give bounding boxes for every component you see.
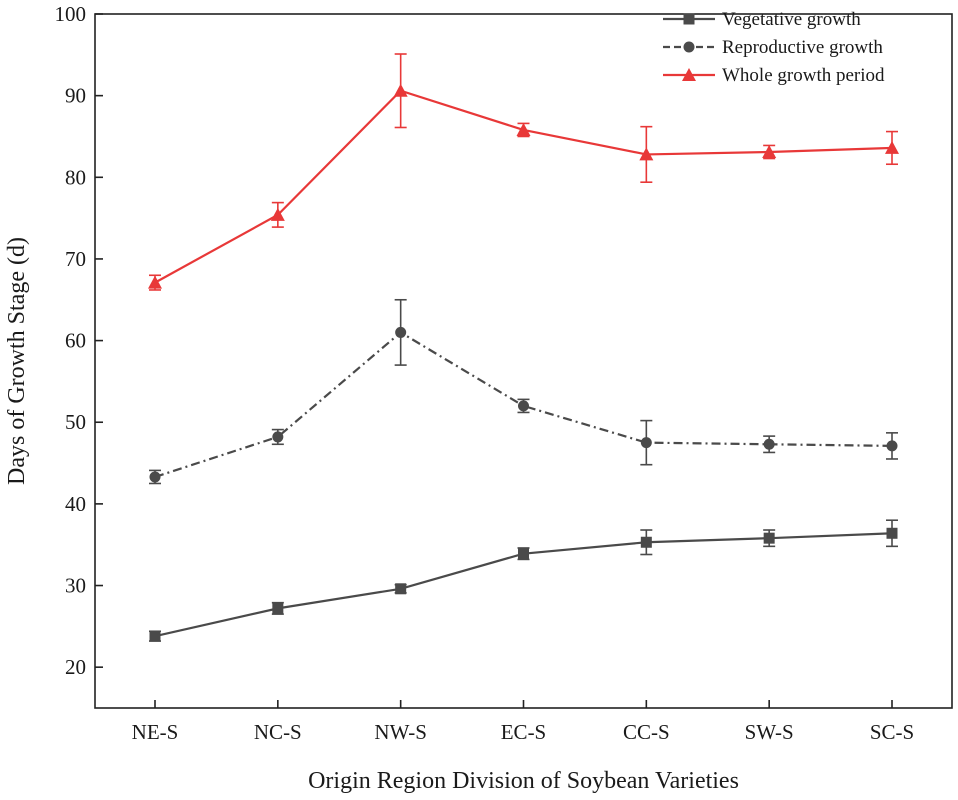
x-tick-label: NC-S xyxy=(254,720,302,744)
legend-marker xyxy=(683,41,695,53)
data-point xyxy=(395,583,407,595)
axes: 20 30 40 50 60 70 80 90 100 NE-S NC-S NW-S EC-S CC-S S… xyxy=(55,2,953,744)
x-tick-label: NE-S xyxy=(132,720,179,744)
legend-label: Whole growth period xyxy=(722,65,885,86)
data-point xyxy=(272,431,284,443)
series-layer xyxy=(148,53,899,642)
data-point xyxy=(393,83,408,97)
y-tick-label: 30 xyxy=(65,574,86,598)
data-point xyxy=(516,122,531,136)
data-point xyxy=(270,207,285,221)
y-tick-label: 80 xyxy=(65,165,86,189)
data-point xyxy=(149,630,161,642)
data-point xyxy=(762,144,777,158)
data-point xyxy=(395,326,407,338)
data-point xyxy=(763,532,775,544)
y-tick-label: 20 xyxy=(65,655,86,679)
series-vegetative-growth xyxy=(149,519,898,642)
data-point xyxy=(763,438,775,450)
plot-frame xyxy=(94,13,953,709)
y-tick-label: 90 xyxy=(65,84,86,108)
data-point xyxy=(518,400,529,412)
y-axis-title: Days of Growth Stage (d) xyxy=(4,237,30,485)
data-point xyxy=(886,527,898,539)
data-point xyxy=(639,147,654,161)
x-tick-label: EC-S xyxy=(501,720,547,744)
y-tick-label: 60 xyxy=(65,329,86,353)
data-point xyxy=(640,536,652,548)
series-whole-growth-period xyxy=(148,53,899,291)
y-tick-label: 100 xyxy=(55,2,87,26)
series-reproductive-growth xyxy=(149,298,898,485)
legend-label: Vegetative growth xyxy=(722,9,861,30)
legend: Vegetative growth Reproductive growth Whol… xyxy=(663,9,885,86)
data-point xyxy=(272,602,284,614)
x-tick-label: SW-S xyxy=(745,720,794,744)
y-tick-label: 40 xyxy=(65,492,86,516)
data-point xyxy=(148,275,162,289)
data-point xyxy=(149,471,161,483)
x-tick-label: NW-S xyxy=(374,720,427,744)
x-tick-label: SC-S xyxy=(870,720,914,744)
data-point xyxy=(518,548,529,560)
data-point xyxy=(885,140,899,154)
legend-marker xyxy=(682,68,696,81)
series-line xyxy=(154,89,893,284)
legend-label: Reproductive growth xyxy=(722,37,883,58)
y-tick-label: 70 xyxy=(65,247,86,271)
x-tick-label: CC-S xyxy=(623,720,670,744)
x-axis-title: Origin Region Division of Soybean Variet… xyxy=(308,768,739,794)
data-point xyxy=(640,437,652,449)
data-point xyxy=(886,440,898,452)
y-tick-label: 50 xyxy=(65,410,86,434)
legend-marker xyxy=(683,13,695,25)
